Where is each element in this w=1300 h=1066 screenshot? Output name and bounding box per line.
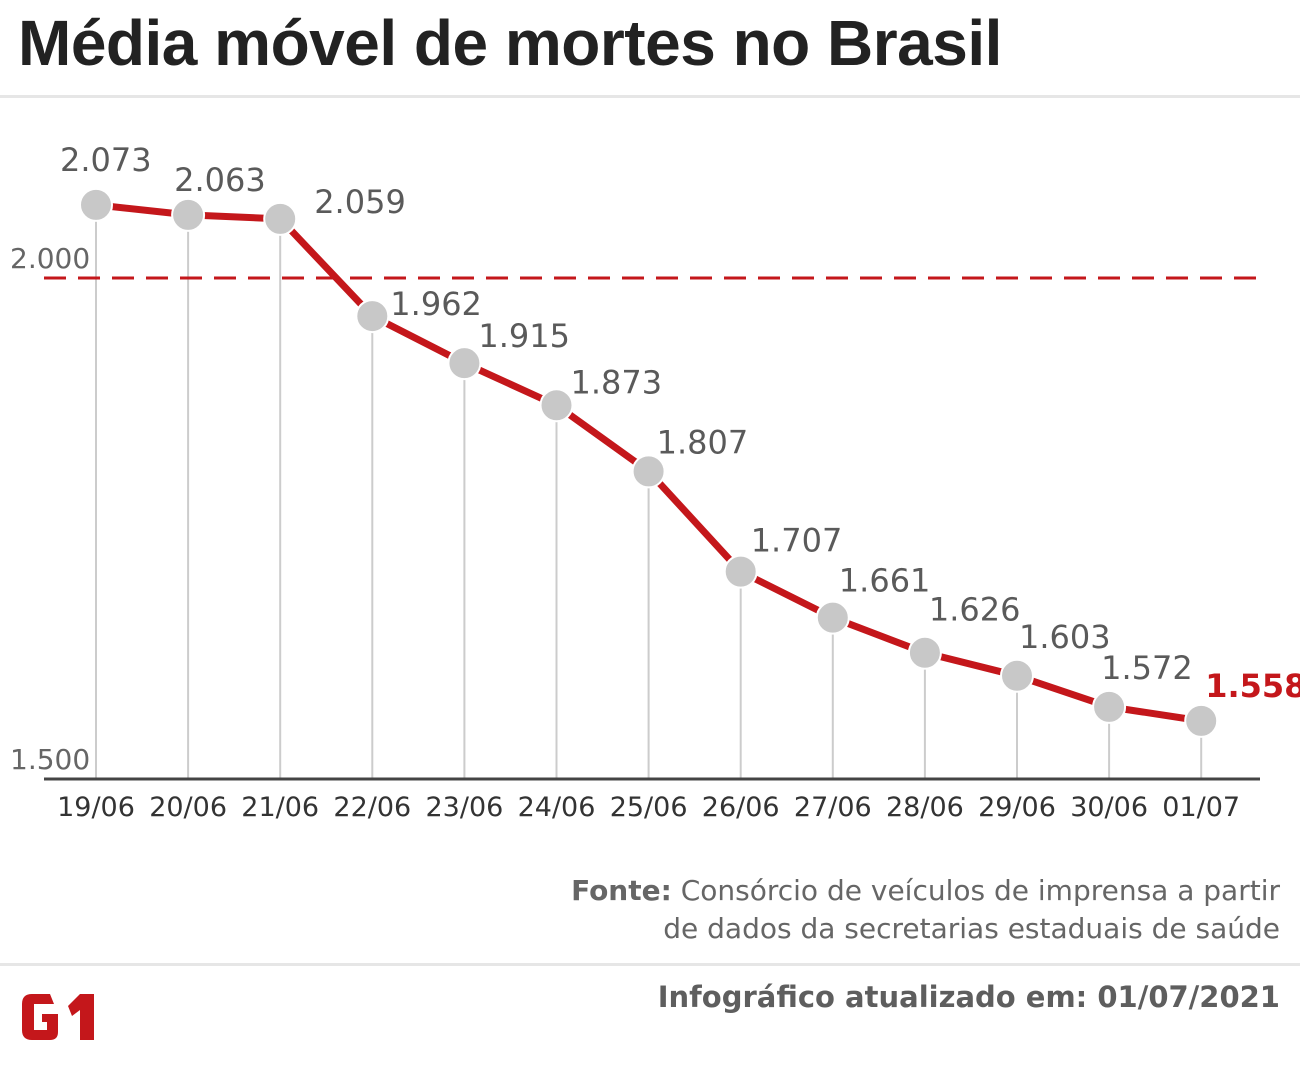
value-label: 1.873 — [571, 363, 663, 401]
x-tick-label: 30/06 — [1070, 792, 1148, 823]
chart-title: Média móvel de mortes no Brasil — [18, 7, 1002, 79]
source-label: Fonte: — [571, 874, 672, 907]
value-label: 1.707 — [751, 522, 843, 560]
bottom-divider — [0, 963, 1300, 966]
source-note: Fonte: Consórcio de veículos de imprensa… — [571, 872, 1280, 948]
data-point — [355, 299, 390, 334]
source-line-2: de dados da secretarias estaduais de saú… — [663, 912, 1280, 945]
x-tick-label: 19/06 — [57, 792, 135, 823]
data-point — [539, 388, 574, 423]
data-point — [907, 635, 942, 670]
data-point — [631, 454, 666, 489]
data-point — [79, 187, 113, 222]
value-label: 1.603 — [1019, 618, 1111, 656]
x-tick-label: 20/06 — [149, 792, 227, 823]
top-divider — [0, 95, 1300, 98]
x-tick-label: 01/07 — [1162, 792, 1240, 823]
data-point — [1184, 703, 1219, 738]
value-label: 1.807 — [657, 423, 749, 461]
x-tick-label: 24/06 — [518, 792, 596, 823]
updated-note: Infográfico atualizado em: 01/07/2021 — [657, 980, 1280, 1014]
x-tick-label: 21/06 — [241, 792, 319, 823]
value-label: 2.073 — [60, 141, 152, 179]
value-label: 1.626 — [929, 591, 1021, 629]
source-line-1: Consórcio de veículos de imprensa a part… — [680, 874, 1280, 907]
line-chart: 1.500 2.000 2.073 2.063 2.059 1.9621.9151.873… — [10, 141, 1300, 823]
x-tick-label: 26/06 — [702, 792, 780, 823]
data-point — [263, 201, 298, 236]
x-tick-label: 29/06 — [978, 792, 1056, 823]
value-label: 1.572 — [1101, 649, 1193, 687]
data-point — [1092, 689, 1127, 724]
x-tick-label: 28/06 — [886, 792, 964, 823]
value-label-highlight: 1.558 — [1205, 667, 1300, 705]
value-label: 1.962 — [390, 285, 482, 323]
value-label: 2.063 — [174, 161, 266, 199]
data-point — [1000, 658, 1034, 693]
value-label: 2.059 — [314, 183, 406, 221]
g1-logo — [22, 994, 94, 1040]
y-tick-label: 1.500 — [10, 743, 90, 776]
x-tick-label: 22/06 — [333, 792, 411, 823]
x-tick-label: 23/06 — [425, 792, 503, 823]
data-point — [171, 197, 206, 232]
x-tick-label: 25/06 — [610, 792, 688, 823]
data-point — [723, 554, 758, 589]
data-point — [815, 600, 850, 635]
x-tick-label: 27/06 — [794, 792, 872, 823]
value-label: 1.915 — [478, 317, 570, 355]
data-point — [447, 346, 482, 381]
value-label: 1.661 — [839, 562, 931, 600]
y-tick-label: 2.000 — [10, 242, 90, 275]
